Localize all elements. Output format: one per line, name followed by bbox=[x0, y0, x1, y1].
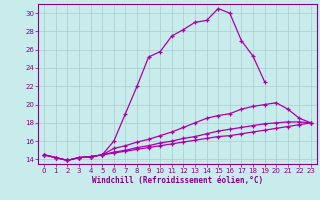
X-axis label: Windchill (Refroidissement éolien,°C): Windchill (Refroidissement éolien,°C) bbox=[92, 176, 263, 185]
